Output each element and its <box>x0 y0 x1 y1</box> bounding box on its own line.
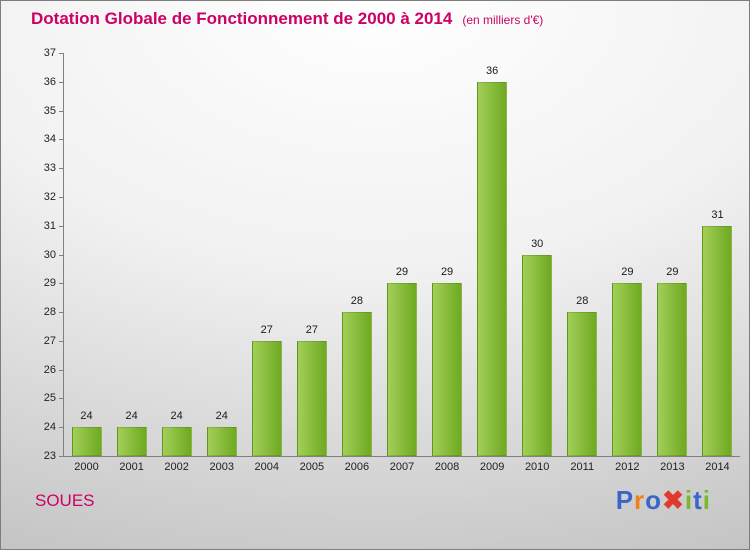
chart-title: Dotation Globale de Fonctionnement de 20… <box>31 9 453 28</box>
bar-value-label: 24 <box>215 410 228 423</box>
y-tick-label: 36 <box>43 75 56 88</box>
proxiti-logo[interactable]: Pro✖iti <box>616 485 711 516</box>
bar <box>567 312 598 456</box>
bar-value-label: 28 <box>350 295 364 308</box>
y-tick-mark <box>59 168 64 170</box>
x-tick-label: 2001 <box>119 461 144 473</box>
y-tick-label: 37 <box>43 47 56 59</box>
bar <box>296 340 327 456</box>
bar <box>432 283 463 456</box>
y-tick-mark <box>59 81 64 83</box>
bar-value-label: 30 <box>531 237 544 250</box>
x-tick-label: 2012 <box>615 461 640 473</box>
logo-letter: ✖ <box>662 485 685 515</box>
y-tick-mark <box>59 456 64 457</box>
y-tick-label: 28 <box>43 306 56 319</box>
x-tick-label: 2013 <box>660 461 685 473</box>
bar <box>251 340 282 456</box>
y-tick-mark <box>59 340 64 342</box>
y-tick-label: 32 <box>43 190 56 203</box>
x-tick-label: 2008 <box>434 461 460 473</box>
bar-value-label: 24 <box>125 410 138 423</box>
y-tick-label: 29 <box>43 277 56 290</box>
y-tick-label: 25 <box>43 392 56 405</box>
x-tick-label: 2003 <box>209 461 234 473</box>
y-tick-mark <box>59 225 64 227</box>
bar-value-label: 36 <box>486 64 499 77</box>
bar <box>116 427 147 456</box>
bar-value-label: 27 <box>305 323 318 336</box>
x-tick-label: 2005 <box>299 461 325 473</box>
x-tick-label: 2002 <box>164 461 189 473</box>
y-tick-mark <box>59 283 64 285</box>
x-tick-label: 2004 <box>254 461 280 473</box>
y-tick-mark <box>59 53 64 54</box>
bar <box>387 283 417 456</box>
bar <box>71 427 102 456</box>
bar <box>657 283 688 456</box>
logo-letter: t <box>693 485 703 515</box>
x-tick-label: 2009 <box>479 461 505 473</box>
bar-value-label: 24 <box>80 410 93 423</box>
logo-letter: P <box>615 485 635 515</box>
bar <box>612 283 643 456</box>
y-tick-label: 30 <box>43 248 56 261</box>
y-tick-label: 34 <box>43 133 56 146</box>
y-tick-mark <box>59 110 64 112</box>
logo-letter: o <box>645 485 663 515</box>
logo-letter: r <box>634 485 646 515</box>
bar-value-label: 31 <box>711 208 724 221</box>
y-tick-label: 23 <box>43 450 56 462</box>
y-tick-label: 27 <box>43 334 56 347</box>
y-tick-mark <box>59 196 64 198</box>
bar-value-label: 27 <box>260 323 273 336</box>
x-tick-label: 2007 <box>389 461 415 473</box>
bar-value-label: 28 <box>576 295 589 308</box>
y-tick-mark <box>59 369 64 371</box>
bar-value-label: 29 <box>440 266 454 279</box>
y-tick-mark <box>59 312 64 314</box>
y-tick-label: 24 <box>43 421 56 434</box>
y-tick-mark <box>59 398 64 400</box>
bar <box>206 427 237 456</box>
chart-subtitle: (en milliers d'€) <box>462 13 544 27</box>
x-tick-label: 2011 <box>570 461 595 473</box>
bar <box>702 225 733 456</box>
bar-value-label: 29 <box>666 266 679 279</box>
y-tick-mark <box>59 139 64 141</box>
bar <box>341 312 372 456</box>
x-tick-label: 2014 <box>705 461 730 473</box>
bar-value-label: 29 <box>621 266 634 279</box>
x-tick-label: 2010 <box>524 461 550 473</box>
bar <box>522 254 553 456</box>
y-tick-mark <box>59 427 64 429</box>
y-tick-label: 33 <box>43 162 56 175</box>
bar <box>161 427 192 456</box>
chart-header: Dotation Globale de Fonctionnement de 20… <box>31 9 543 29</box>
y-tick-mark <box>59 254 64 256</box>
bar-value-label: 29 <box>395 266 409 279</box>
bar-value-label: 24 <box>170 410 183 423</box>
bar <box>477 81 508 456</box>
y-tick-label: 35 <box>43 104 56 117</box>
y-tick-label: 26 <box>43 363 56 376</box>
x-tick-label: 2000 <box>74 461 99 473</box>
plot-area: 23 24 25 26 27 28 29 30 31 32 33 34 35 36 37 24 2000 24 20… <box>44 47 740 473</box>
logo-letter: i <box>702 485 711 515</box>
location-label: SOUES <box>35 491 95 510</box>
x-tick-label: 2006 <box>344 461 370 473</box>
logo-letter: i <box>684 485 694 515</box>
y-tick-label: 31 <box>43 219 56 232</box>
